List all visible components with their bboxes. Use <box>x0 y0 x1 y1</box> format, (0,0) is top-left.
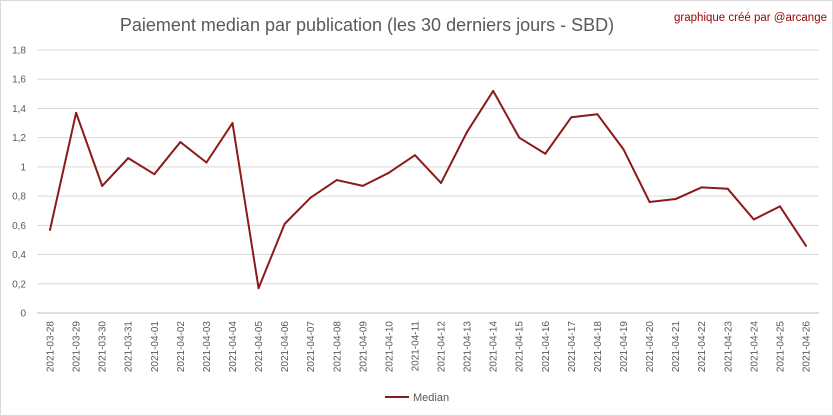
x-tick-label: 2021-04-23 <box>723 321 734 373</box>
x-tick-label: 2021-03-31 <box>124 321 135 373</box>
y-tick-label: 1,8 <box>12 46 26 57</box>
data-point <box>622 148 625 151</box>
data-point <box>778 205 781 208</box>
y-tick-label: 1,4 <box>12 104 26 115</box>
chart-title: Paiement median par publication (les 30 … <box>120 15 614 35</box>
data-point <box>648 200 651 203</box>
x-axis-tick-labels: 2021-03-28 2021-03-29 2021-03-30 2021-03-31… <box>46 321 813 373</box>
data-point <box>309 196 312 199</box>
series-layer <box>49 89 807 290</box>
x-tick-label: 2021-04-17 <box>567 321 578 373</box>
data-point <box>205 161 208 164</box>
data-point <box>726 187 729 190</box>
x-tick-label: 2021-04-20 <box>645 321 656 373</box>
data-point <box>49 228 52 231</box>
x-tick-label: 2021-03-29 <box>72 321 83 373</box>
x-tick-label: 2021-04-11 <box>410 321 421 372</box>
y-tick-label: 0,4 <box>12 250 26 261</box>
data-point <box>804 244 807 247</box>
chart-credit: graphique créé par @arcange <box>674 12 827 24</box>
data-point <box>570 116 573 119</box>
data-point <box>492 89 495 92</box>
data-point <box>544 152 547 155</box>
x-tick-label: 2021-04-14 <box>489 321 500 373</box>
x-tick-label: 2021-04-25 <box>775 321 786 373</box>
data-point <box>335 179 338 182</box>
series-line-median <box>49 89 807 290</box>
x-tick-label: 2021-04-04 <box>228 321 239 373</box>
y-tick-label: 1 <box>20 162 26 173</box>
legend-label-median: Median <box>413 392 449 404</box>
y-tick-label: 0,8 <box>12 192 26 203</box>
gridlines <box>37 49 819 314</box>
x-tick-label: 2021-04-07 <box>306 321 317 373</box>
x-tick-label: 2021-04-13 <box>463 321 474 373</box>
legend: Median <box>385 392 449 404</box>
data-point <box>518 136 521 139</box>
data-point <box>283 222 286 225</box>
x-tick-label: 2021-04-06 <box>280 321 291 373</box>
y-tick-label: 0,2 <box>12 279 26 290</box>
x-tick-label: 2021-04-24 <box>749 321 760 373</box>
x-tick-label: 2021-04-19 <box>619 321 630 373</box>
data-point <box>596 113 599 116</box>
data-point <box>413 154 416 157</box>
data-point <box>231 122 234 125</box>
x-tick-label: 2021-04-09 <box>358 321 369 373</box>
x-tick-label: 2021-04-08 <box>332 321 343 373</box>
x-tick-label: 2021-04-01 <box>150 321 161 373</box>
x-tick-label: 2021-04-16 <box>541 321 552 373</box>
data-point <box>387 171 390 174</box>
x-tick-label: 2021-04-22 <box>697 321 708 373</box>
x-tick-label: 2021-03-30 <box>98 321 109 373</box>
data-point <box>700 186 703 189</box>
data-point <box>440 181 443 184</box>
data-point <box>752 218 755 221</box>
y-tick-label: 1,2 <box>12 133 26 144</box>
data-point <box>101 184 104 187</box>
data-point <box>361 184 364 187</box>
y-tick-label: 1,6 <box>12 75 26 86</box>
data-point <box>75 111 78 114</box>
x-tick-label: 2021-04-15 <box>515 321 526 373</box>
data-point <box>466 130 469 133</box>
x-tick-label: 2021-04-12 <box>437 321 448 373</box>
x-tick-label: 2021-04-18 <box>593 321 604 373</box>
y-tick-label: 0 <box>20 309 26 320</box>
data-point <box>257 287 260 290</box>
x-tick-label: 2021-04-21 <box>671 321 682 373</box>
x-tick-label: 2021-04-03 <box>202 321 213 373</box>
x-tick-label: 2021-04-10 <box>384 321 395 373</box>
y-axis-tick-labels: 0 0,2 0,4 0,6 0,8 1 1,2 1,4 1,6 1,8 <box>12 46 26 320</box>
data-point <box>179 141 182 144</box>
x-tick-label: 2021-04-02 <box>176 321 187 373</box>
data-point <box>153 173 156 176</box>
data-point <box>127 157 130 160</box>
x-tick-label: 2021-04-05 <box>254 321 265 373</box>
data-point <box>674 198 677 201</box>
x-tick-label: 2021-04-26 <box>801 321 812 373</box>
y-tick-label: 0,6 <box>12 221 26 232</box>
x-tick-label: 2021-03-28 <box>46 321 57 373</box>
